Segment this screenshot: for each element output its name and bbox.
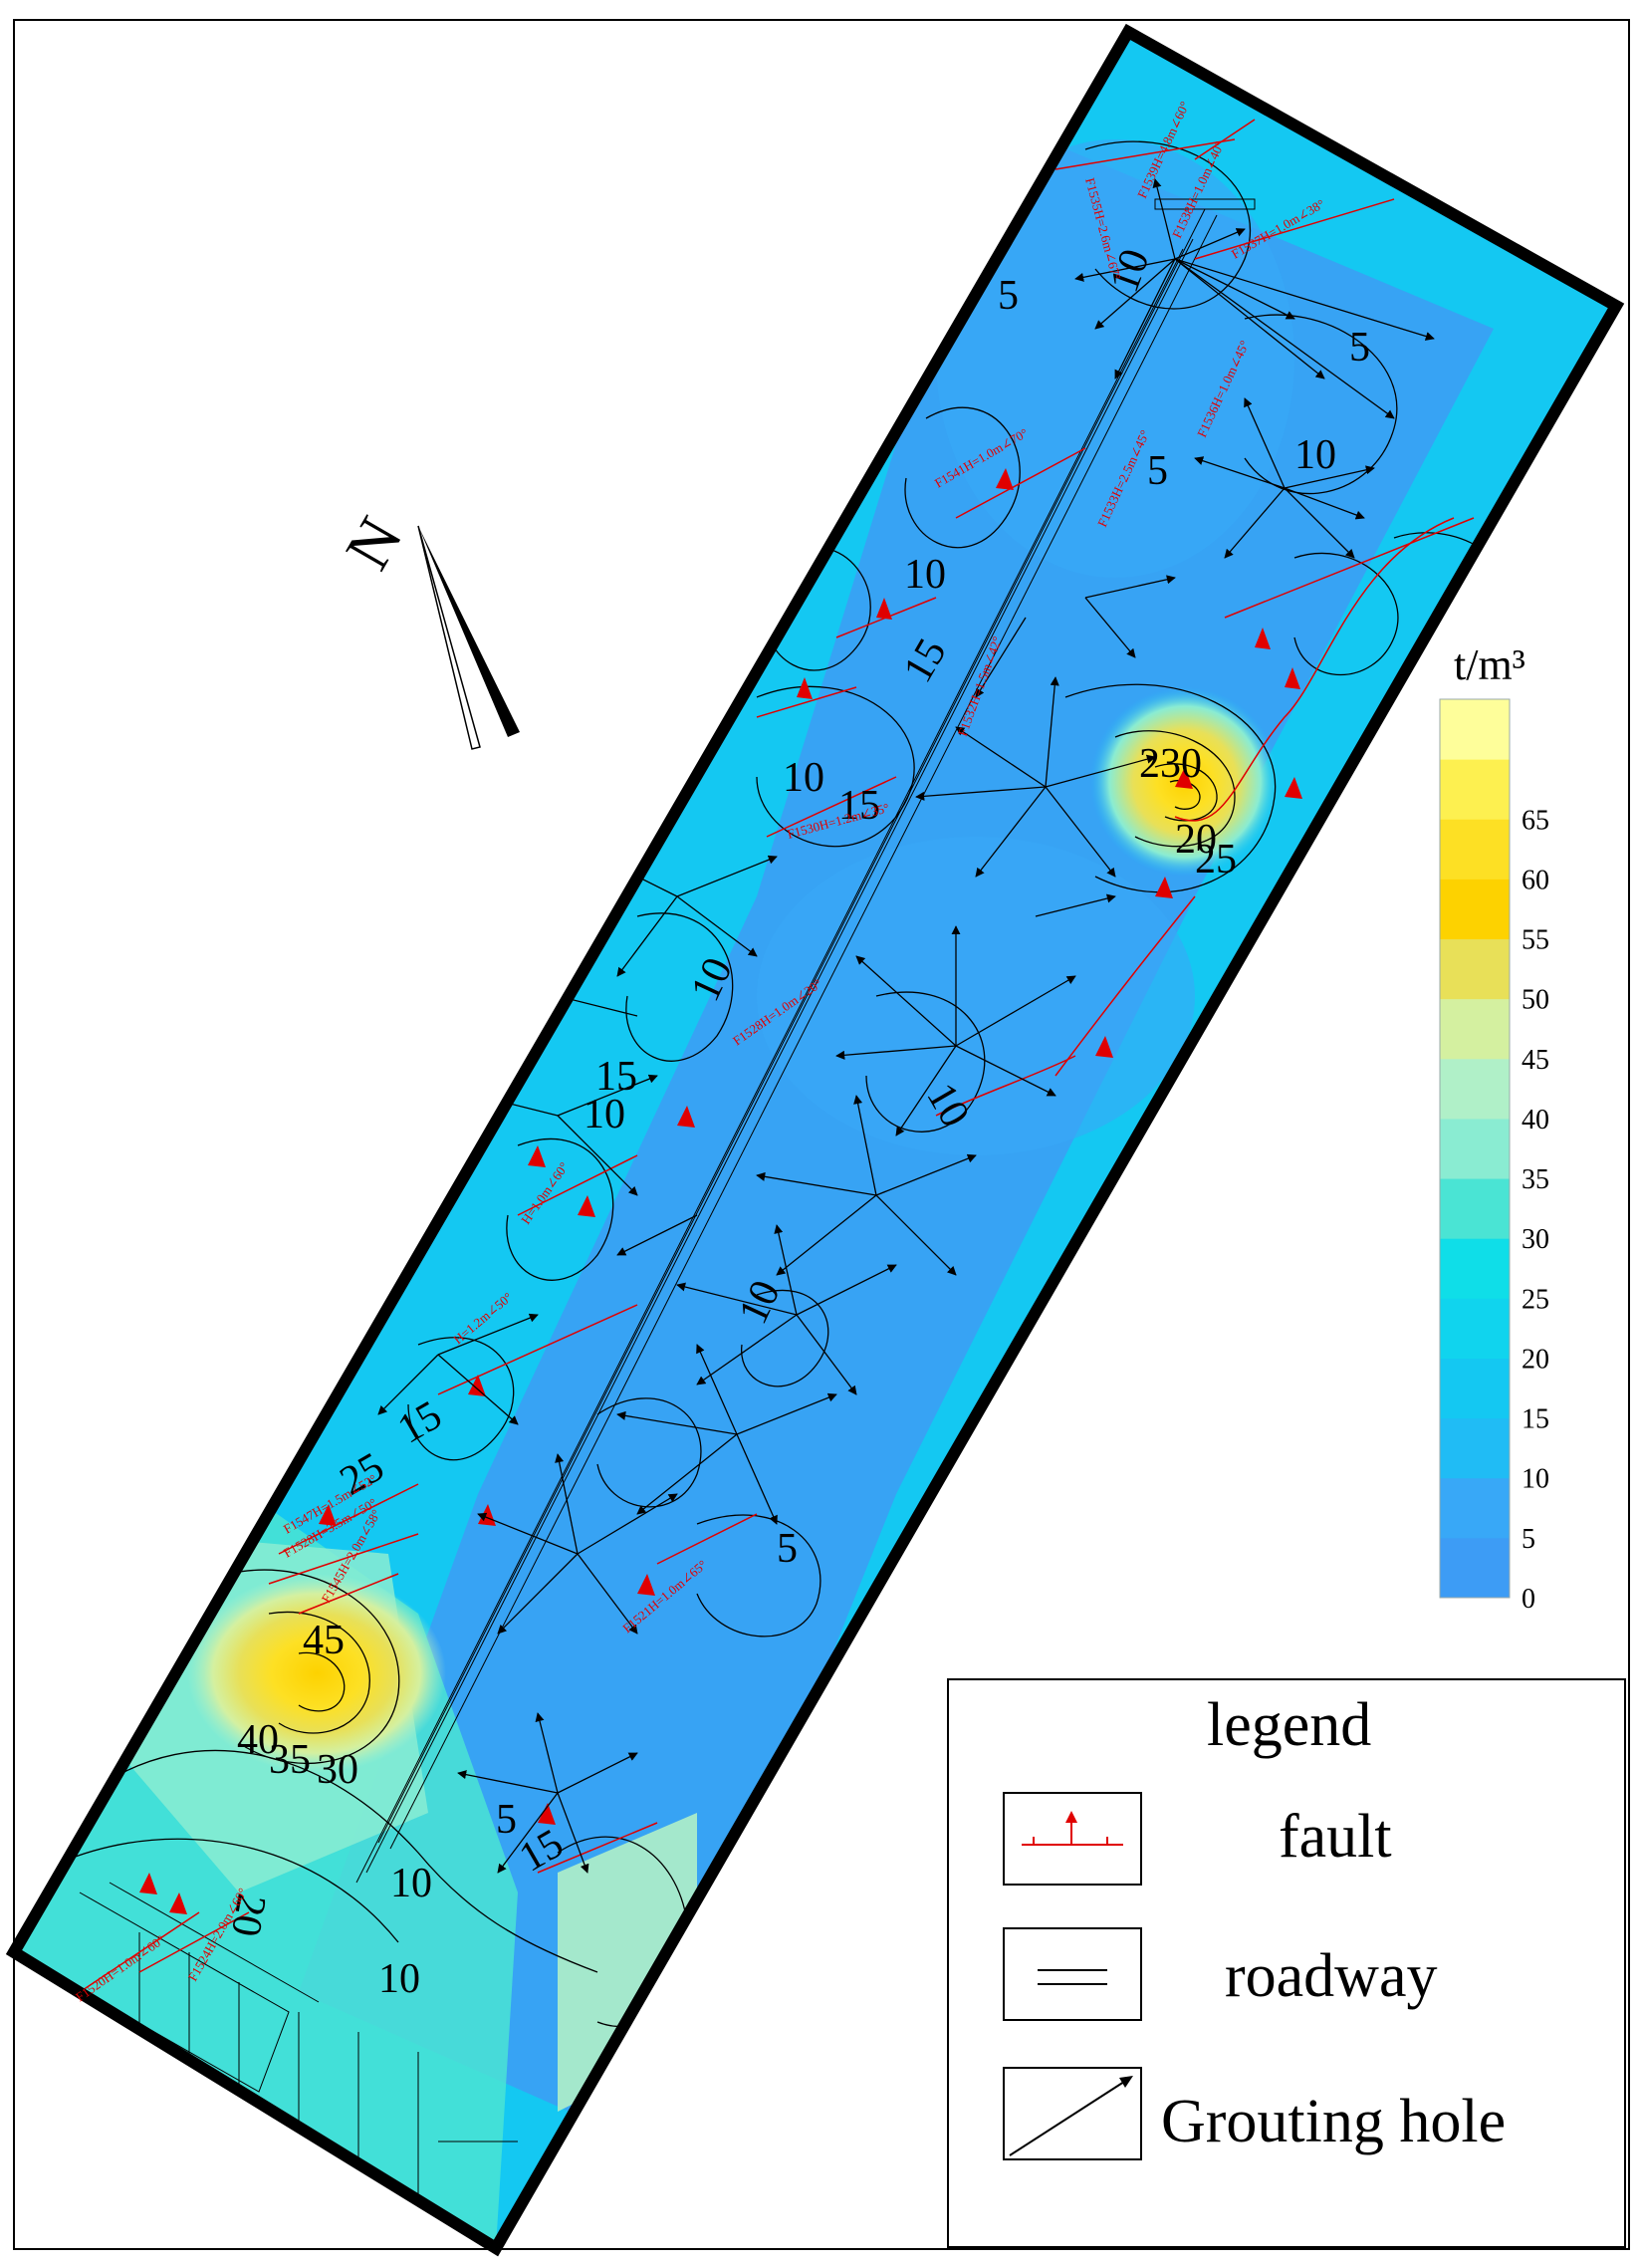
- scale-swatch: [1440, 759, 1510, 820]
- scale-tick-label: 30: [1522, 1224, 1549, 1255]
- scale-swatch: [1440, 1178, 1510, 1239]
- contour-label: 5: [777, 1526, 798, 1572]
- roadway-symbol-box: [1003, 1927, 1142, 2021]
- color-scale: t/m³ 0 5 10 15 20 25 30 35 40 45 50 55 60 65: [1439, 640, 1549, 1615]
- contour-label: 10: [1294, 432, 1336, 478]
- contour-label: 10: [904, 552, 946, 598]
- legend-title: legend: [1207, 1691, 1371, 1759]
- contour-label: 15: [595, 1054, 637, 1100]
- north-arrow-icon: [418, 526, 520, 737]
- fault-symbol-icon: [1022, 1811, 1123, 1846]
- contour-label: 35: [269, 1737, 311, 1783]
- scale-swatch: [1440, 1298, 1510, 1359]
- legend-label-roadway: roadway: [1225, 1942, 1437, 2010]
- grouting-hole-symbol-icon: [1009, 2076, 1133, 2156]
- scale-tick-label: 0: [1522, 1584, 1535, 1615]
- contour-label: 20: [222, 1890, 275, 1939]
- contour-label: 45: [303, 1618, 345, 1663]
- contour-label: 20: [1175, 817, 1217, 863]
- scale-tick-label: 50: [1522, 985, 1549, 1016]
- scale-swatch: [1440, 1118, 1510, 1179]
- contour-label: 5: [496, 1797, 517, 1843]
- legend-label-fault: fault: [1279, 1803, 1392, 1871]
- legend-label-grouting-hole: Grouting hole: [1161, 2088, 1506, 2155]
- scale-tick-label: 20: [1522, 1344, 1549, 1375]
- contour-label: 10: [378, 1956, 420, 2002]
- scale-swatch: [1440, 998, 1510, 1060]
- contour-label: 5: [1147, 448, 1168, 494]
- scale-swatch: [1440, 1358, 1510, 1419]
- scale-swatch: [1440, 1058, 1510, 1120]
- map-border: [5, 23, 1625, 2257]
- scale-tick-label: 25: [1522, 1284, 1549, 1315]
- scale-swatch: [1440, 1417, 1510, 1479]
- scale-tick-labels: 0 5 10 15 20 25 30 35 40 45 50 55 60 65: [1522, 805, 1549, 1615]
- scale-swatch: [1440, 1477, 1510, 1539]
- scale-tick-label: 40: [1522, 1105, 1549, 1135]
- contour-label: 10: [390, 1861, 432, 1906]
- scale-swatch: [1440, 699, 1510, 760]
- scale-swatch: [1440, 938, 1510, 1000]
- north-arrow: N: [332, 505, 520, 750]
- contour-label: 15: [838, 783, 880, 829]
- scale-unit-label: t/m³: [1454, 640, 1525, 689]
- scale-tick-label: 65: [1522, 805, 1549, 836]
- grouting-holes: [377, 178, 1435, 1874]
- scale-swatch: [1440, 1537, 1510, 1599]
- scale-swatch: [1440, 1238, 1510, 1299]
- contour-label: 10: [584, 1092, 625, 1137]
- contour-label: 5: [1349, 325, 1370, 371]
- roadways: [49, 198, 1256, 2211]
- scale-tick-label: 35: [1522, 1164, 1549, 1195]
- contour-label: 230: [1139, 741, 1202, 787]
- contour-label: 25: [1195, 837, 1237, 882]
- contour-label: 40: [237, 1717, 279, 1763]
- legend: legend fault roadway Grouting hole: [947, 1678, 1626, 2248]
- scale-tick-label: 5: [1522, 1524, 1535, 1555]
- scale-frame: [1439, 698, 1511, 1599]
- contour-label: 5: [998, 273, 1019, 319]
- scale-tick-label: 15: [1522, 1404, 1549, 1435]
- scale-swatch: [1440, 879, 1510, 940]
- fault-markers: [139, 468, 1302, 1914]
- scale-tick-label: 60: [1522, 865, 1549, 895]
- scale-tick-label: 45: [1522, 1045, 1549, 1076]
- fault-lines: [79, 119, 1475, 1993]
- contour-label: 30: [317, 1747, 358, 1793]
- scale-tick-label: 55: [1522, 925, 1549, 956]
- scale-tick-label: 10: [1522, 1464, 1549, 1495]
- roadway-symbol-icon: [1038, 1969, 1107, 1985]
- scale-swatch: [1440, 819, 1510, 880]
- contour-label: 10: [783, 755, 824, 801]
- scale-swatches: [1439, 698, 1511, 1599]
